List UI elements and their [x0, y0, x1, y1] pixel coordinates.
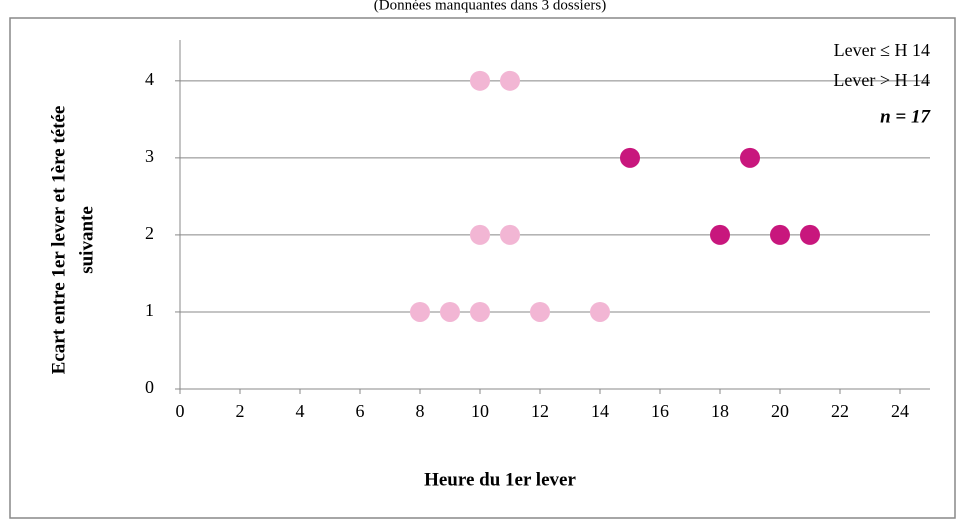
y-tick-label: 0: [145, 377, 154, 397]
x-tick-label: 18: [711, 401, 729, 421]
point: [740, 147, 760, 168]
point: [590, 301, 610, 322]
point: [470, 301, 490, 322]
y-axis-label: suivante: [76, 206, 97, 274]
legend-entry: Lever > H 14: [833, 70, 930, 90]
point: [500, 70, 520, 91]
legend-entry: Lever ≤ H 14: [834, 40, 930, 60]
y-tick-label: 1: [145, 300, 154, 320]
point: [770, 224, 790, 245]
chart-subtitle: (Données manquantes dans 3 dossiers): [374, 0, 606, 13]
x-tick-label: 6: [356, 401, 365, 421]
x-tick-label: 16: [651, 401, 669, 421]
x-tick-label: 0: [176, 401, 185, 421]
chart-frame: [9, 17, 956, 519]
y-axis-label: Ecart entre 1er lever et 1ère tétée: [48, 106, 69, 375]
point: [530, 301, 550, 322]
point: [470, 70, 490, 91]
point: [470, 224, 490, 245]
point: [800, 224, 820, 245]
point: [710, 224, 730, 245]
x-tick-label: 4: [296, 401, 305, 421]
point: [440, 301, 460, 322]
x-tick-label: 8: [416, 401, 425, 421]
x-tick-label: 24: [891, 401, 909, 421]
point: [410, 301, 430, 322]
y-tick-label: 3: [145, 146, 154, 166]
point: [620, 147, 640, 168]
x-tick-label: 14: [591, 401, 609, 421]
x-axis-label: Heure du 1er lever: [424, 469, 576, 490]
point: [500, 224, 520, 245]
x-tick-label: 20: [771, 401, 789, 421]
x-tick-label: 12: [531, 401, 549, 421]
y-tick-label: 4: [145, 69, 154, 89]
y-tick-label: 2: [145, 223, 154, 243]
x-tick-label: 2: [236, 401, 245, 421]
x-tick-label: 22: [831, 401, 849, 421]
annotation: n = 17: [880, 106, 931, 127]
x-tick-label: 10: [471, 401, 489, 421]
